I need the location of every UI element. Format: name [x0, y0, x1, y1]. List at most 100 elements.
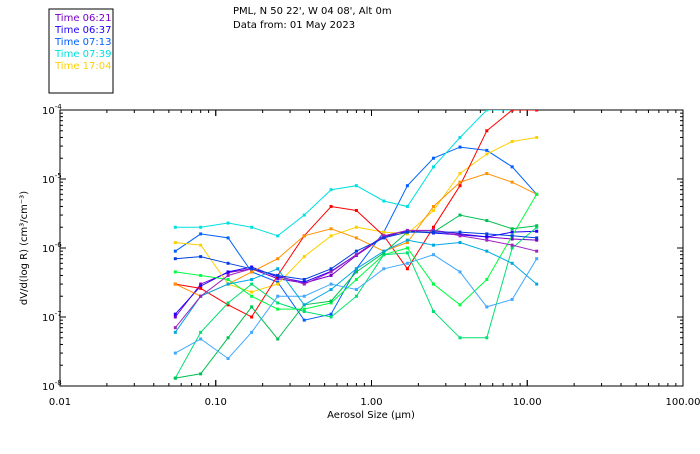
data-point	[330, 188, 333, 191]
data-point	[227, 270, 230, 273]
data-point	[355, 250, 358, 253]
data-point	[355, 236, 358, 239]
legend-entry: Time 07:39	[54, 49, 111, 60]
data-point	[276, 283, 279, 286]
data-point	[276, 257, 279, 260]
data-point	[330, 227, 333, 230]
data-point	[303, 295, 306, 298]
data-point	[174, 313, 177, 316]
data-point	[330, 300, 333, 303]
data-point	[276, 234, 279, 237]
data-point	[199, 287, 202, 290]
series-time-07-39	[174, 109, 538, 238]
data-point	[250, 267, 253, 270]
data-point	[485, 153, 488, 156]
header-date: Data from: 01 May 2023	[233, 20, 355, 31]
data-point	[250, 331, 253, 334]
data-point	[303, 283, 306, 286]
data-point	[227, 283, 230, 286]
data-point	[432, 205, 435, 208]
series-line	[175, 110, 536, 236]
data-point	[250, 226, 253, 229]
data-point	[458, 234, 461, 237]
series-unlabeled-5	[174, 109, 538, 319]
data-point	[432, 253, 435, 256]
data-point	[174, 377, 177, 380]
data-point	[458, 241, 461, 244]
data-point	[330, 283, 333, 286]
data-point	[535, 257, 538, 260]
y-tick-label: 10-8	[42, 379, 62, 393]
data-point	[227, 278, 230, 281]
data-point	[511, 165, 514, 168]
data-point	[382, 199, 385, 202]
data-point	[199, 295, 202, 298]
data-point	[250, 291, 253, 294]
data-point	[432, 209, 435, 212]
legend-entry: Time 17:04	[54, 61, 111, 72]
data-point	[511, 247, 514, 250]
header-location: PML, N 50 22', W 04 08', Alt 0m	[233, 6, 392, 17]
data-point	[511, 140, 514, 143]
data-point	[227, 222, 230, 225]
data-point	[303, 234, 306, 237]
data-point	[174, 326, 177, 329]
data-point	[174, 316, 177, 319]
data-point	[535, 109, 538, 112]
y-tick-label: 10-4	[42, 103, 62, 117]
x-tick-label: 0.01	[49, 397, 71, 408]
data-point	[535, 136, 538, 139]
data-point	[406, 262, 409, 265]
data-point	[432, 231, 435, 234]
data-point	[276, 337, 279, 340]
data-point	[303, 214, 306, 217]
data-point	[174, 257, 177, 260]
data-point	[406, 239, 409, 242]
x-tick-label: 100.00	[666, 397, 700, 408]
data-point	[199, 274, 202, 277]
data-point	[276, 267, 279, 270]
data-point	[355, 226, 358, 229]
data-point	[432, 244, 435, 247]
data-point	[174, 250, 177, 253]
data-point	[355, 184, 358, 187]
data-point	[458, 146, 461, 149]
data-point	[355, 295, 358, 298]
data-point	[432, 283, 435, 286]
data-point	[485, 336, 488, 339]
data-point	[250, 316, 253, 319]
data-point	[250, 295, 253, 298]
data-point	[406, 184, 409, 187]
data-point	[432, 157, 435, 160]
data-point	[199, 226, 202, 229]
data-point	[174, 270, 177, 273]
data-point	[355, 209, 358, 212]
data-point	[199, 331, 202, 334]
data-point	[485, 149, 488, 152]
data-point	[174, 283, 177, 286]
data-point	[458, 231, 461, 234]
series-line	[175, 110, 536, 317]
data-point	[174, 331, 177, 334]
legend-entry: Time 06:21	[54, 13, 111, 24]
data-point	[535, 250, 538, 253]
data-point	[250, 283, 253, 286]
data-point	[227, 301, 230, 304]
legend-entry: Time 07:13	[54, 37, 111, 48]
data-point	[303, 303, 306, 306]
data-point	[485, 305, 488, 308]
data-point	[511, 109, 514, 112]
x-axis-label: Aerosol Size (μm)	[327, 410, 415, 421]
data-point	[485, 172, 488, 175]
data-point	[355, 270, 358, 273]
data-point	[250, 278, 253, 281]
data-point	[511, 244, 514, 247]
data-point	[458, 303, 461, 306]
data-point	[250, 270, 253, 273]
data-point	[535, 193, 538, 196]
data-point	[382, 250, 385, 253]
data-point	[250, 305, 253, 308]
data-point	[276, 295, 279, 298]
